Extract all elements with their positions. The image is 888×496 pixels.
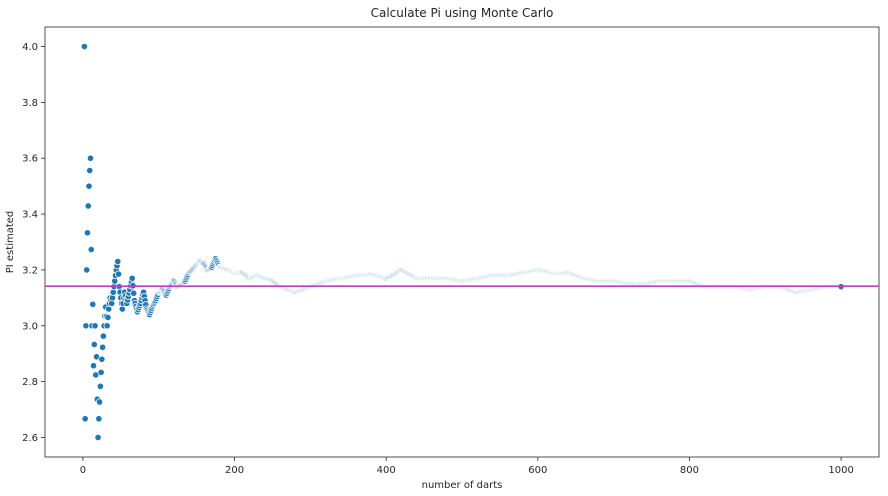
data-point <box>99 332 107 340</box>
data-point <box>83 229 92 237</box>
data-point <box>86 166 94 175</box>
y-axis-label: PI estimated <box>5 211 16 274</box>
data-point <box>99 343 107 351</box>
data-point <box>96 382 104 390</box>
data-point <box>95 415 103 423</box>
x-tick-label: 1000 <box>828 465 853 476</box>
y-tick-label: 2.6 <box>22 433 38 444</box>
data-point <box>96 398 104 406</box>
y-tick-label: 4.0 <box>22 42 38 53</box>
chart-title: Calculate Pi using Monte Carlo <box>371 6 554 20</box>
data-point <box>89 362 98 370</box>
data-point <box>86 154 95 162</box>
x-axis: 0 200 400 600 800 1000 <box>80 457 854 476</box>
data-point <box>80 42 89 51</box>
y-tick-label: 2.8 <box>22 377 38 388</box>
data-point <box>128 274 136 282</box>
x-tick-label: 200 <box>225 465 244 476</box>
x-tick-label: 0 <box>80 465 86 476</box>
data-point <box>85 182 93 190</box>
data-point <box>104 313 112 321</box>
y-tick-label: 3.2 <box>22 265 38 276</box>
data-point <box>98 355 106 363</box>
y-tick-label: 3.6 <box>22 154 38 165</box>
x-tick-label: 600 <box>528 465 547 476</box>
x-axis-label: number of darts <box>422 480 503 491</box>
data-point <box>114 270 123 278</box>
data-point <box>91 322 99 330</box>
data-point <box>89 300 97 308</box>
x-tick-label: 800 <box>680 465 699 476</box>
data-point <box>114 257 122 266</box>
data-point <box>83 266 91 274</box>
data-point <box>94 433 102 442</box>
x-tick-label: 400 <box>377 465 396 476</box>
data-point <box>103 322 111 330</box>
y-tick-label: 3.8 <box>22 98 38 109</box>
y-tick-label: 3.0 <box>22 321 38 332</box>
data-point <box>82 322 90 330</box>
y-tick-label: 3.4 <box>22 210 38 221</box>
data-point <box>87 245 95 254</box>
data-point <box>130 289 138 297</box>
data-point <box>90 340 98 349</box>
data-point <box>84 202 92 210</box>
y-axis: 2.6 2.8 3.0 3.2 3.4 3.6 3.8 4.0 <box>22 42 45 444</box>
data-point <box>97 368 105 376</box>
plot-frame <box>44 26 880 458</box>
data-point <box>81 415 89 423</box>
data-points <box>80 42 845 442</box>
